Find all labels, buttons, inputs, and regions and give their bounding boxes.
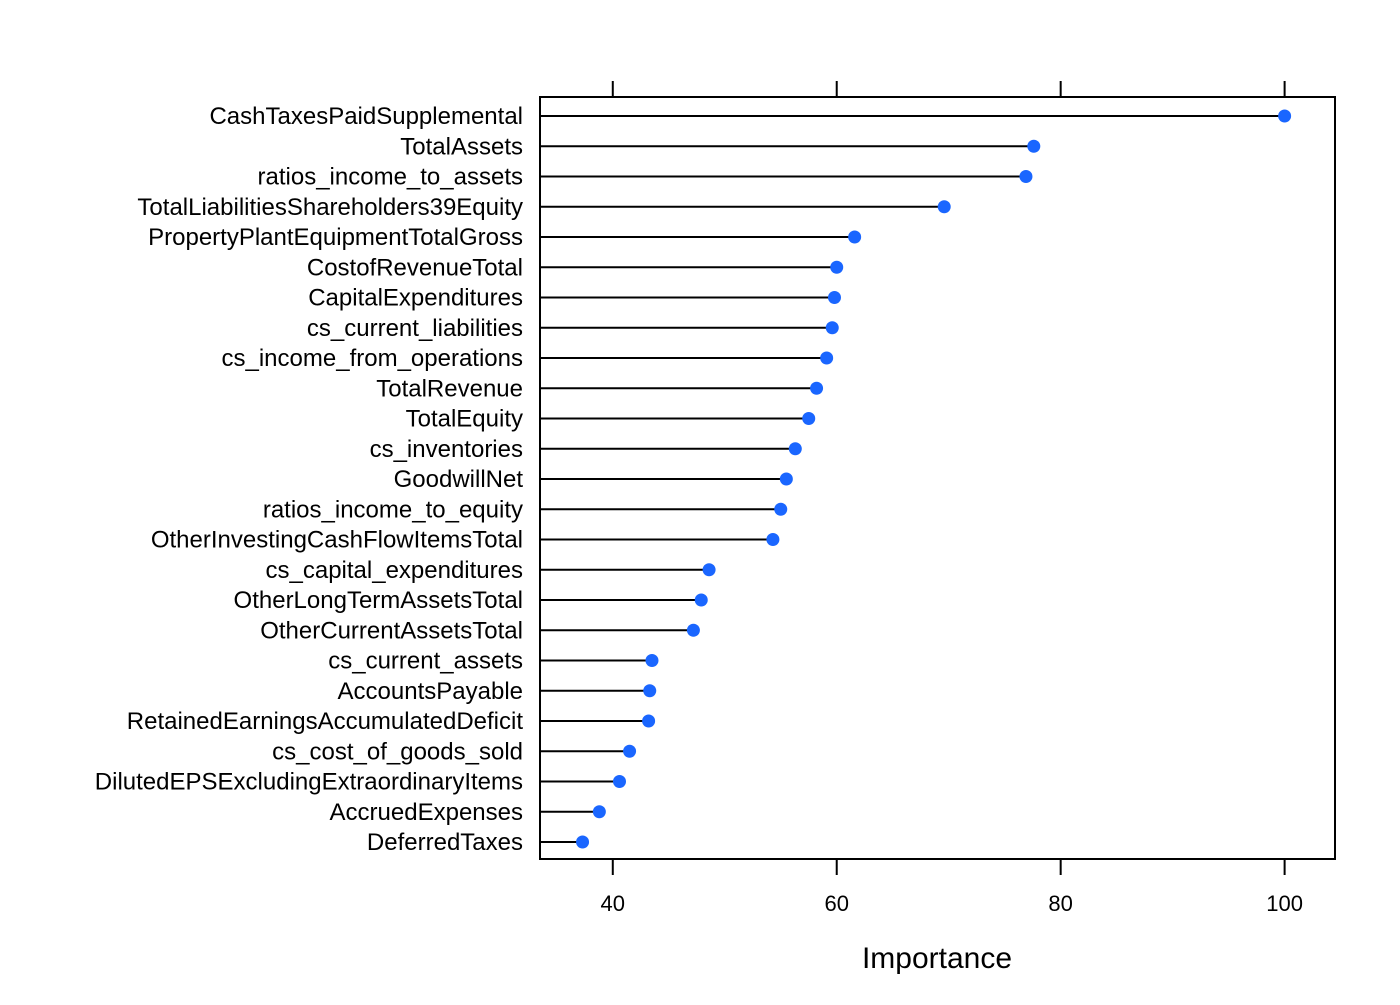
category-label: ratios_income_to_equity xyxy=(263,496,523,523)
data-point xyxy=(1278,109,1292,123)
category-label: DilutedEPSExcludingExtraordinaryItems xyxy=(95,769,523,796)
data-point xyxy=(802,412,816,425)
data-point xyxy=(848,230,862,244)
category-label: TotalEquity xyxy=(406,406,523,433)
data-point xyxy=(642,714,656,728)
data-point xyxy=(592,805,606,819)
category-label: GoodwillNet xyxy=(394,466,524,493)
category-label: PropertyPlantEquipmentTotalGross xyxy=(148,224,523,251)
category-label: cs_capital_expenditures xyxy=(266,557,524,584)
data-point xyxy=(643,684,657,698)
data-point xyxy=(645,654,659,667)
category-label: ratios_income_to_assets xyxy=(258,164,523,191)
category-label: AccruedExpenses xyxy=(330,799,523,826)
category-label: OtherCurrentAssetsTotal xyxy=(260,617,523,644)
data-point xyxy=(694,593,708,607)
data-point xyxy=(788,442,802,456)
x-axis-bottom: 40 60 80 100 xyxy=(601,859,1303,916)
category-label: cs_cost_of_goods_sold xyxy=(272,738,523,765)
data-point xyxy=(766,533,780,546)
category-label: TotalLiabilitiesShareholders39Equity xyxy=(137,194,523,221)
data-point xyxy=(686,623,700,637)
x-tick-label: 60 xyxy=(824,891,848,916)
category-label: OtherInvestingCashFlowItemsTotal xyxy=(151,527,523,554)
category-labels: CashTaxesPaidSupplemental TotalAssets rati… xyxy=(95,103,524,856)
x-axis-top xyxy=(611,81,1286,97)
category-label: CashTaxesPaidSupplemental xyxy=(209,103,523,130)
data-point xyxy=(830,260,844,274)
data-point xyxy=(613,775,626,788)
data-point xyxy=(825,321,839,335)
category-label: OtherLongTermAssetsTotal xyxy=(234,587,523,614)
category-label: cs_current_assets xyxy=(328,648,523,675)
category-label: RetainedEarningsAccumulatedDeficit xyxy=(127,708,524,735)
data-point xyxy=(820,351,834,365)
x-tick-label: 80 xyxy=(1048,891,1072,916)
category-label: CapitalExpenditures xyxy=(308,285,523,312)
data-point xyxy=(937,200,951,214)
category-label: cs_current_liabilities xyxy=(307,315,523,342)
category-label: cs_income_from_operations xyxy=(222,345,524,372)
category-label: AccountsPayable xyxy=(338,678,523,705)
x-axis-title: Importance xyxy=(862,942,1012,975)
category-label: DeferredTaxes xyxy=(367,829,523,856)
x-tick-label: 40 xyxy=(601,891,625,916)
category-label: TotalAssets xyxy=(400,133,523,160)
category-label: CostofRevenueTotal xyxy=(307,254,523,281)
data-point xyxy=(774,502,788,516)
chart-marks xyxy=(540,109,1292,849)
category-label: cs_inventories xyxy=(370,436,523,463)
x-tick-label: 100 xyxy=(1266,891,1303,916)
plot-frame xyxy=(539,96,1336,860)
data-point xyxy=(779,472,793,486)
data-point xyxy=(1019,170,1033,183)
data-point xyxy=(1027,139,1041,153)
category-label: TotalRevenue xyxy=(376,375,523,402)
data-point xyxy=(623,744,637,758)
data-point xyxy=(810,381,824,395)
data-point xyxy=(702,563,716,577)
data-point xyxy=(576,835,590,849)
data-point xyxy=(827,291,841,304)
